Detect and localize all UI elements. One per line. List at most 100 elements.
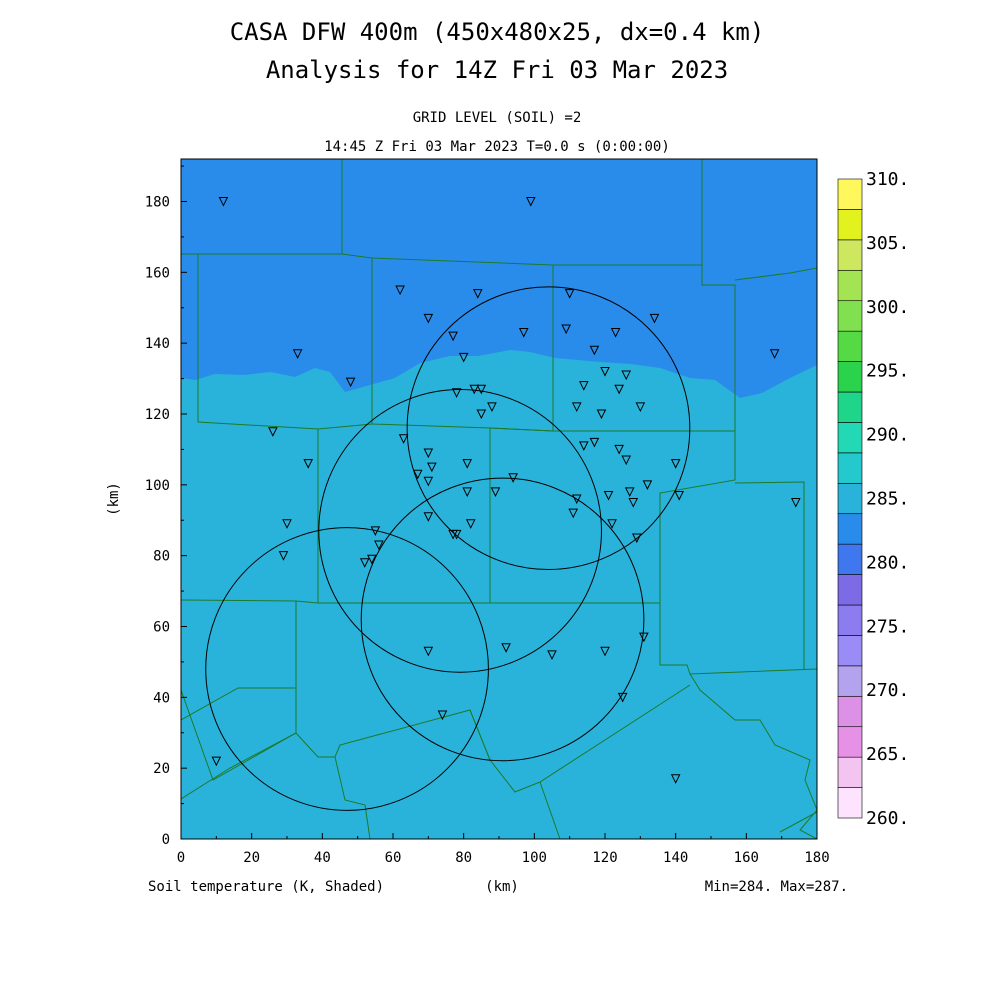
station-marker [649, 313, 660, 324]
station-marker [448, 331, 458, 342]
x-axis: 0 20 40 60 80 100 120 140 160 180 [177, 833, 830, 866]
colorbar-segment [837, 452, 863, 484]
y-tick-label: 160 [145, 265, 170, 281]
station-marker [423, 448, 434, 459]
y-tick-label: 20 [153, 761, 170, 777]
station-marker [568, 508, 579, 519]
station-marker [469, 384, 480, 395]
min-max-readout: Min=284. Max=287. [705, 879, 848, 895]
station-marker [564, 289, 575, 299]
station-marker [624, 487, 635, 498]
map-panel: 0 20 40 60 80 100 120 140 160 180 0 20 40 60 80 100 120… [145, 158, 830, 866]
station-marker [268, 427, 278, 437]
station-marker [639, 632, 649, 643]
station-marker [631, 533, 642, 544]
y-tick-label: 40 [153, 690, 170, 706]
y-tick-label: 60 [153, 620, 170, 636]
colorbar-segment [837, 391, 863, 423]
colorbar-segment [837, 361, 863, 393]
colorbar-segment [837, 482, 863, 515]
station-marker [589, 345, 600, 356]
subtitle-line-1: GRID LEVEL (SOIL) =2 [413, 110, 582, 126]
y-tick-label: 120 [145, 407, 170, 423]
field-description: Soil temperature (K, Shaded) [148, 879, 384, 895]
x-tick-label: 80 [455, 850, 472, 866]
colorbar-segment [837, 513, 863, 545]
station-marker [218, 197, 229, 207]
county-boundaries [181, 159, 817, 839]
colorbar-segment [837, 604, 863, 636]
x-tick-label: 100 [522, 850, 547, 866]
station-marker [487, 402, 497, 413]
radar-range-ring [360, 477, 645, 762]
colorbar-segment [837, 269, 863, 302]
colorbar-label: 265. [866, 744, 909, 765]
station-marker [427, 462, 437, 473]
y-tick-label: 0 [162, 832, 170, 848]
station-marker [423, 512, 434, 522]
x-tick-label: 60 [385, 850, 402, 866]
subtitle-line-2: 14:45 Z Fri 03 Mar 2023 T=0.0 s (0:00:00… [324, 139, 670, 155]
station-marker [508, 473, 518, 483]
station-marker [596, 409, 607, 420]
station-marker [303, 459, 314, 469]
station-marker [600, 646, 610, 657]
x-tick-label: 140 [663, 850, 688, 866]
station-marker [670, 459, 681, 469]
colorbar-label: 295. [866, 361, 909, 382]
colorbar: 260. 265. 270. 275. 280. 285. 290. 295. 300. 305.… [837, 169, 909, 829]
x-axis-label: (km) [485, 879, 519, 895]
station-marker [451, 529, 462, 540]
station-marker [790, 498, 801, 508]
station-marker [370, 526, 381, 536]
colorbar-segment [837, 239, 863, 271]
y-tick-label: 140 [145, 336, 170, 352]
colorbar-label: 270. [866, 680, 909, 701]
title-line-2: Analysis for 14Z Fri 03 Mar 2023 [266, 56, 728, 84]
y-axis: 0 20 40 60 80 100 120 140 160 180 [145, 165, 187, 848]
radar-range-ring [406, 286, 691, 570]
station-marker [589, 437, 600, 448]
station-marker [476, 409, 487, 420]
station-marker [617, 692, 628, 703]
station-marker [423, 646, 434, 657]
station-marker [437, 710, 448, 721]
station-marker [571, 402, 582, 413]
station-marker [670, 774, 681, 784]
colorbar-segment [837, 726, 863, 758]
station-marker [395, 285, 405, 296]
station-marker [472, 289, 483, 299]
colorbar-segment [837, 178, 863, 210]
station-marker [614, 444, 624, 455]
station-marker [345, 377, 356, 388]
radar-range-rings [205, 286, 691, 811]
station-marker [635, 402, 646, 413]
station-marker [610, 328, 621, 338]
station-marker [278, 551, 289, 561]
station-marker [525, 197, 536, 207]
colorbar-segment [837, 422, 863, 454]
station-marker [451, 388, 462, 398]
station-marker [423, 313, 434, 324]
observation-stations [211, 197, 801, 784]
station-marker [374, 540, 384, 551]
station-marker [571, 494, 582, 505]
station-marker [600, 367, 610, 377]
x-tick-label: 160 [734, 850, 759, 866]
station-marker [359, 558, 370, 568]
station-marker [211, 756, 222, 767]
station-marker [412, 469, 423, 480]
station-marker [674, 490, 685, 501]
station-marker [561, 324, 571, 335]
station-marker [462, 487, 473, 498]
colorbar-segment [837, 330, 863, 362]
station-marker [462, 459, 473, 469]
colorbar-segment [837, 787, 863, 819]
colorbar-segment [837, 665, 863, 697]
station-marker [628, 498, 639, 508]
station-marker [282, 519, 292, 529]
station-marker [578, 381, 589, 391]
title-line-1: CASA DFW 400m (450x480x25, dx=0.4 km) [230, 18, 765, 46]
radar-range-ring [205, 527, 489, 811]
